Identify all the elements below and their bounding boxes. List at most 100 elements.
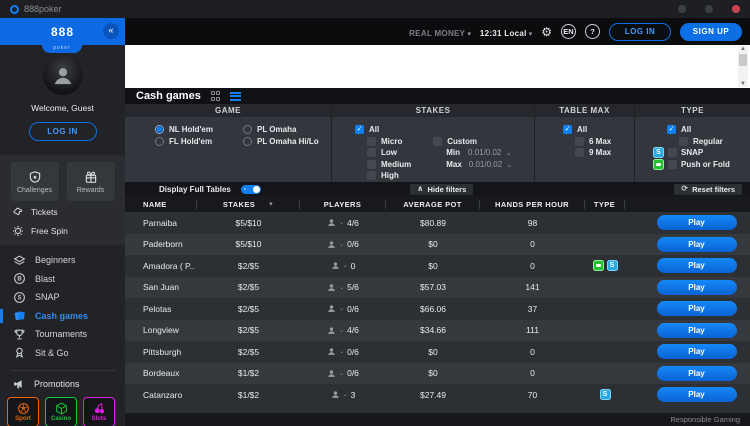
players-cell[interactable]: ⌄ 0/6	[300, 304, 386, 314]
money-mode-dropdown[interactable]: REAL MONEY ▾	[409, 28, 471, 38]
radio-nl-holdem[interactable]: NL Hold'em	[155, 124, 243, 136]
app-title: 888poker	[24, 4, 62, 14]
table-row[interactable]: Bordeaux $1/$2 ⌄ 0/6 $0 0 Play	[125, 362, 750, 384]
players-cell[interactable]: ⌄ 5/6	[300, 282, 386, 292]
filter-table-max-header: TABLE MAX	[535, 104, 634, 117]
table-row[interactable]: Longview $2/$5 ⌄ 4/6 $34.66 111 Play	[125, 319, 750, 341]
scrollbar-thumb[interactable]	[739, 54, 747, 66]
column-stakes[interactable]: STAKES ▾	[197, 199, 300, 209]
checkbox-custom[interactable]: Custom	[433, 136, 512, 148]
sidebar-collapse-button[interactable]: «	[103, 23, 119, 39]
checkbox-medium[interactable]: Medium	[367, 159, 411, 171]
play-button[interactable]: Play	[656, 301, 737, 317]
column-name[interactable]: NAME	[125, 199, 197, 209]
checkbox-type-all[interactable]: ✓ All	[667, 125, 692, 135]
casino-tile[interactable]: Casino	[45, 397, 77, 426]
scroll-up-icon[interactable]: ▲	[740, 46, 746, 52]
signup-button[interactable]: SIGN UP	[680, 22, 742, 41]
sidebar-item-promotions[interactable]: Promotions	[0, 371, 125, 394]
banner-scrollbar[interactable]: ▲ ▼	[738, 46, 748, 87]
play-button[interactable]: Play	[656, 387, 737, 403]
hide-filters-button[interactable]: ∧ Hide filters	[410, 183, 474, 195]
checkbox-regular[interactable]: Regular	[653, 136, 750, 148]
players-cell[interactable]: ⌄ 4/6	[300, 325, 386, 335]
challenges-card[interactable]: Challenges	[10, 162, 59, 201]
player-icon	[328, 219, 335, 227]
help-button[interactable]: ?	[585, 24, 600, 39]
checkbox-tablemax-all[interactable]: ✓ All	[563, 125, 588, 135]
settings-gear-icon[interactable]: ⚙	[541, 24, 552, 39]
radio-fl-holdem[interactable]: FL Hold'em	[155, 136, 243, 148]
players-cell[interactable]: ⌄ 0/6	[300, 239, 386, 249]
table-name: Parnaiba	[143, 217, 178, 228]
sidebar-item-beginners[interactable]: Beginners	[0, 251, 125, 270]
players-cell[interactable]: ⌄ 0/6	[300, 368, 386, 378]
min-stake-select[interactable]: Min 0.01/0.02 ⌄	[446, 148, 512, 158]
table-row[interactable]: Amadora ( P.. $2/$5 ⌄ 0 $0 0 S Play	[125, 255, 750, 277]
rewards-card[interactable]: Rewards	[66, 162, 115, 201]
checkbox-micro[interactable]: Micro	[367, 136, 411, 148]
players-cell[interactable]: ⌄ 4/6	[300, 218, 386, 228]
person-icon	[54, 68, 71, 85]
table-row[interactable]: Catanzaro $1/$2 ⌄ 3 $27.49 70 S Play	[125, 384, 750, 406]
players-cell[interactable]: ⌄ 0	[300, 261, 386, 271]
brand-logo: 888	[50, 24, 75, 39]
minimize-button[interactable]	[678, 5, 686, 13]
checkbox-low[interactable]: Low	[367, 147, 411, 159]
column-players[interactable]: PLAYERS	[300, 199, 386, 209]
gift-icon	[85, 171, 96, 183]
players-cell[interactable]: ⌄ 3	[300, 390, 386, 400]
grid-view-icon[interactable]	[210, 91, 221, 101]
table-row[interactable]: Pelotas $2/$5 ⌄ 0/6 $66.06 37 Play	[125, 298, 750, 320]
slots-label: Slots	[91, 416, 107, 422]
checkbox-push-or-fold[interactable]: Push or Fold	[653, 158, 750, 171]
brand-logo-sub: poker	[42, 45, 82, 53]
checkbox-6max[interactable]: 6 Max	[575, 136, 634, 148]
sidebar-item-tickets[interactable]: Tickets	[0, 201, 125, 220]
sidebar-item-cash-games[interactable]: Cash games	[0, 307, 125, 326]
full-tables-toggle[interactable]	[240, 184, 261, 194]
slots-tile[interactable]: Slots	[83, 397, 115, 426]
sidebar-item-snap[interactable]: S SNAP	[0, 288, 125, 307]
checkbox-high[interactable]: High	[367, 170, 411, 182]
players-cell[interactable]: ⌄ 0/6	[300, 347, 386, 357]
play-button[interactable]: Play	[656, 322, 737, 338]
play-button[interactable]: Play	[656, 258, 737, 274]
radio-pl-omaha-hilo[interactable]: PL Omaha Hi/Lo	[243, 136, 331, 148]
column-hands-per-hour[interactable]: HANDS PER HOUR	[480, 199, 585, 209]
max-stake-select[interactable]: Max 0.01/0.02 ⌄	[446, 159, 513, 169]
checkbox-stakes-all[interactable]: ✓ All	[355, 125, 380, 135]
login-button[interactable]: LOG IN	[609, 22, 671, 41]
clock-dropdown[interactable]: 12:31 Local ▾	[479, 28, 533, 38]
play-button[interactable]: Play	[656, 279, 737, 295]
language-button[interactable]: EN	[561, 24, 576, 39]
maximize-button[interactable]	[705, 5, 713, 13]
sidebar-item-blast[interactable]: B Blast	[0, 270, 125, 289]
close-button[interactable]	[732, 5, 740, 13]
type-badges: S	[585, 389, 625, 401]
sport-tile[interactable]: Sport	[7, 397, 39, 426]
column-average-pot[interactable]: AVERAGE POT	[386, 199, 480, 209]
table-row[interactable]: Parnaiba $5/$10 ⌄ 4/6 $80.89 98 Play	[125, 212, 750, 234]
table-row[interactable]: San Juan $2/$5 ⌄ 5/6 $57.03 141 Play	[125, 276, 750, 298]
reset-filters-button[interactable]: ⟳ Reset filters	[674, 183, 742, 195]
play-button[interactable]: Play	[656, 365, 737, 381]
scroll-down-icon[interactable]: ▼	[740, 81, 746, 87]
sidebar-login-button[interactable]: LOG IN	[28, 122, 97, 141]
radio-icon	[243, 125, 252, 135]
table-row[interactable]: Pittsburgh $2/$5 ⌄ 0/6 $0 0 Play	[125, 341, 750, 363]
play-button[interactable]: Play	[656, 344, 737, 360]
sidebar-item-free-spin[interactable]: Free Spin	[0, 220, 125, 239]
table-row[interactable]: Paderborn $5/$10 ⌄ 0/6 $0 0 Play	[125, 233, 750, 255]
sidebar-item-tournaments[interactable]: Tournaments	[0, 325, 125, 344]
list-view-icon[interactable]	[230, 91, 242, 101]
column-type[interactable]: TYPE	[585, 199, 625, 209]
play-button[interactable]: Play	[656, 215, 737, 231]
checkbox-snap[interactable]: S SNAP	[653, 147, 750, 159]
sidebar-item-sit-and-go[interactable]: Sit & Go	[0, 344, 125, 363]
checkbox-9max[interactable]: 9 Max	[575, 147, 634, 159]
table-name: Paderborn	[143, 239, 183, 250]
radio-pl-omaha[interactable]: PL Omaha	[243, 124, 331, 136]
play-button[interactable]: Play	[656, 236, 737, 252]
responsible-gaming-link[interactable]: Responsible Gaming	[670, 414, 740, 424]
